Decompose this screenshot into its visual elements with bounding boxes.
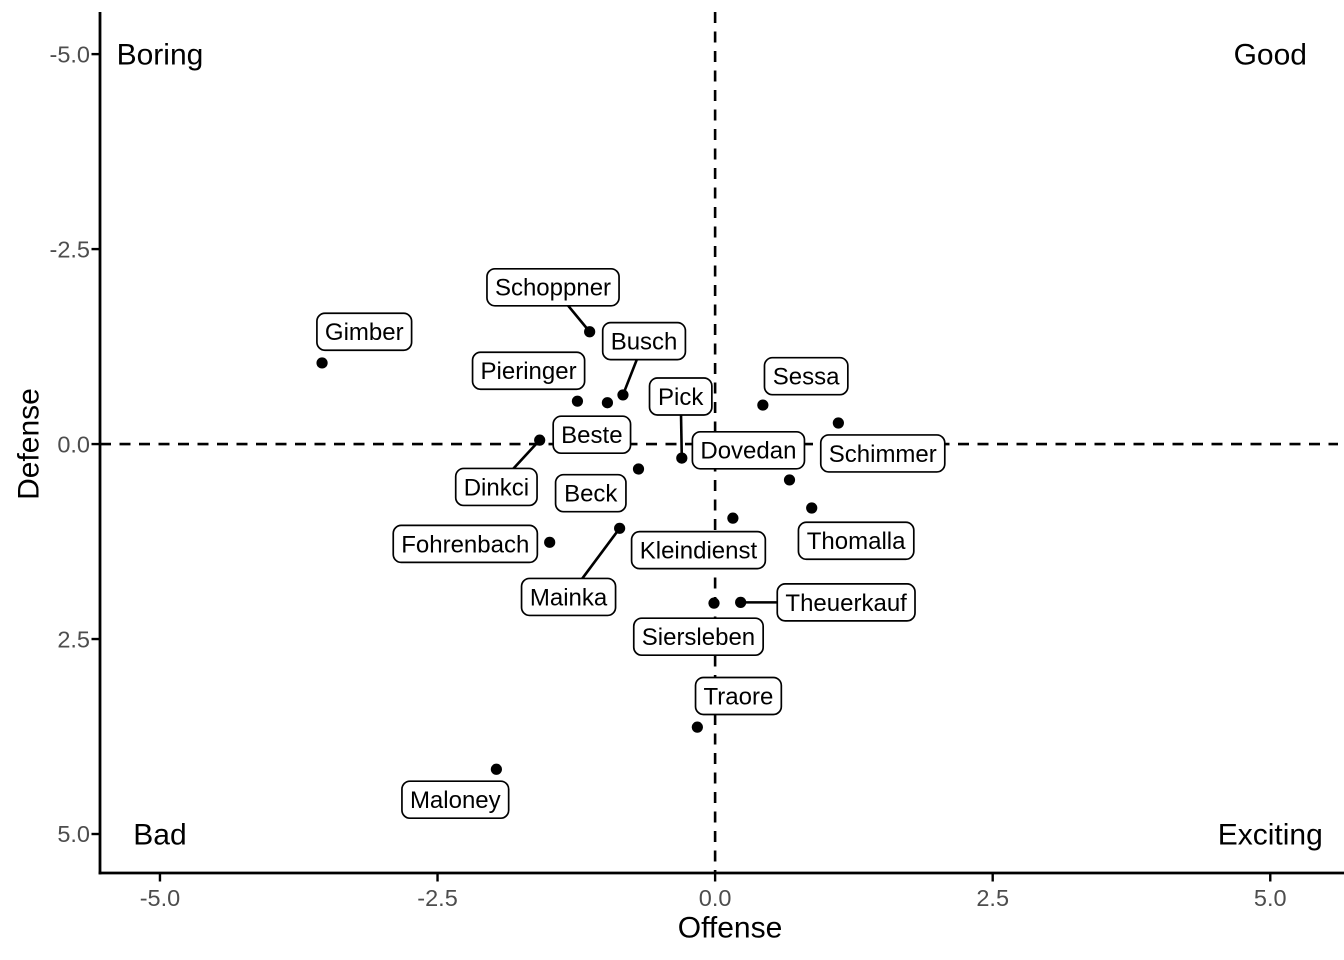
data-point-schimmer [832,417,844,429]
point-label-text: Beste [561,422,622,449]
point-label-box [471,351,586,391]
x-tick-label: -5.0 [140,885,181,911]
axes-layer: -5.0 -2.5 0.0 2.5 5.0 -5.0 -2.5 0.0 2.5 5.0 [50,12,1344,911]
point-label-box [648,377,713,416]
point-label-maloney: Maloney [401,780,510,820]
point-label-text: Gimber [325,319,404,346]
point-label-dovedan: Dovedan [691,430,806,470]
point-label-gimber: Gimber [316,312,413,352]
point-label-beste: Beste [552,415,632,455]
point-label-text: Dinkci [464,474,529,501]
point-label-text: Beck [564,481,618,508]
point-label-box [691,430,806,470]
point-label-thomalla: Thomalla [797,521,915,561]
point-label-pieringer: Pieringer [471,351,586,391]
point-label-text: Fohrenbach [401,531,529,558]
point-label-sessa: Sessa [763,356,849,396]
x-tick-label: 2.5 [976,885,1009,911]
point-label-box [630,530,767,570]
x-tick-label: 0.0 [699,885,732,911]
point-label-box [819,434,946,473]
data-point-pieringer [571,395,584,407]
data-point-beste [601,397,614,409]
x-tick-label: 5.0 [1254,885,1287,911]
data-point-dinkci [534,434,546,446]
point-label-traore: Traore [694,676,783,716]
point-label-box [552,415,632,455]
point-label-box [694,676,783,716]
point-label-text: Maloney [410,787,501,814]
point-label-box [392,524,539,564]
data-point-fohrenbach [544,536,556,548]
data-point-sessa [757,399,769,411]
data-point-thomalla [806,502,818,514]
data-point-pick [676,452,688,464]
point-label-box [401,780,510,820]
point-label-text: Sessa [773,364,840,391]
point-label-text: Pick [658,384,704,411]
point-label-mainka: Mainka [520,577,617,617]
point-label-kleindienst: Kleindienst [630,530,767,570]
y-axis-title: Defense [13,388,46,500]
point-label-theuerkauf: Theuerkauf [776,583,916,622]
point-label-box [520,577,617,617]
data-point-busch [617,389,629,401]
data-point-beck [632,463,645,475]
point-label-text: Traore [704,683,774,710]
point-label-siersleben: Siersleben [632,617,765,657]
point-label-text: Thomalla [807,528,906,555]
corner-annotation-good: Good [1234,39,1307,72]
point-label-text: Busch [611,329,678,356]
corner-annotations-layer: Boring Good Bad Exciting [117,39,1323,852]
corner-annotation-bad: Bad [133,819,186,852]
corner-annotation-boring: Boring [117,39,204,72]
x-tick-label: -2.5 [417,885,458,911]
y-tick-label: -2.5 [50,236,91,262]
y-tick-label: 2.5 [57,626,90,652]
point-label-box [554,473,627,513]
point-label-text: Pieringer [481,358,577,385]
point-label-box [601,321,687,361]
point-label-box [763,356,849,396]
point-label-schoppner: Schoppner [486,267,620,307]
point-label-box [776,583,916,622]
point-label-text: Schimmer [829,441,937,468]
point-label-box [632,617,765,657]
data-point-traore [691,721,703,733]
point-label-fohrenbach: Fohrenbach [392,524,539,564]
point-label-text: Dovedan [700,438,796,465]
y-tick-label: -5.0 [50,41,91,67]
point-label-text: Siersleben [642,624,755,651]
data-point-mainka [614,522,626,534]
data-point-gimber [316,357,328,369]
point-label-schimmer: Schimmer [819,434,946,473]
x-axis-title: Offense [678,912,783,945]
point-label-pick: Pick [648,377,713,416]
point-label-box [797,521,915,561]
point-label-text: Theuerkauf [785,590,907,617]
point-label-box [316,312,413,352]
y-tick-label: 0.0 [57,431,90,457]
data-points-layer [316,326,844,775]
point-label-text: Mainka [530,584,608,611]
data-point-maloney [490,763,502,775]
data-point-kleindienst [727,512,739,524]
corner-annotation-exciting: Exciting [1218,819,1323,852]
point-label-text: Schoppner [495,275,611,302]
data-point-schoppner [584,326,596,338]
y-tick-label: 5.0 [57,821,90,847]
point-label-busch: Busch [601,321,687,361]
point-label-beck: Beck [554,473,627,513]
point-label-box [486,267,620,307]
point-label-text: Kleindienst [640,538,758,565]
data-point-theuerkauf [735,596,747,608]
point-label-box [454,467,538,507]
data-point-siersleben [708,597,720,609]
point-label-dinkci: Dinkci [454,467,538,507]
data-point-dovedan [783,474,796,486]
